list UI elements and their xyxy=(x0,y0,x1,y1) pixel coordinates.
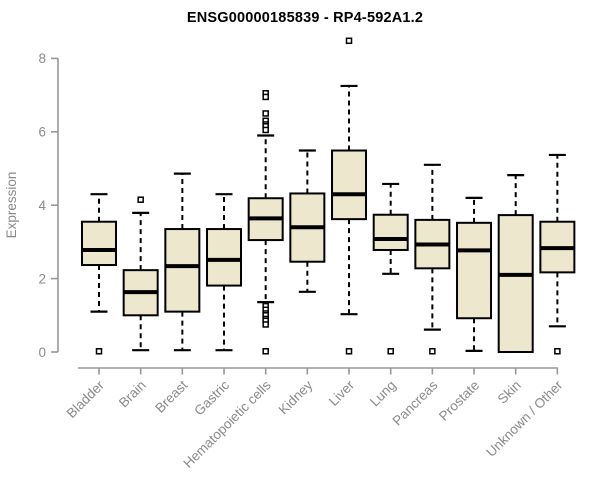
outlier-point xyxy=(345,37,353,45)
iqr-box xyxy=(372,213,409,251)
outlier-point xyxy=(345,348,353,355)
iqr-box xyxy=(206,228,243,287)
outlier-point xyxy=(554,348,561,355)
x-tick-label-pancreas: Pancreas xyxy=(390,377,441,428)
y-axis-label: Expression xyxy=(4,172,19,239)
outlier-point xyxy=(429,348,436,355)
outlier-point xyxy=(262,110,269,117)
x-tick-label-unknown-other: Unknown / Other xyxy=(483,377,566,460)
x-tick-label-skin: Skin xyxy=(495,378,524,407)
iqr-box xyxy=(456,221,493,320)
box-kidney xyxy=(289,149,326,293)
box-prostate xyxy=(456,196,493,352)
box-breast xyxy=(164,172,201,352)
x-tick-label-lung: Lung xyxy=(367,378,399,410)
box-lung xyxy=(372,182,409,355)
outlier-point xyxy=(262,126,269,134)
y-tick-label: 8 xyxy=(38,51,46,66)
box-bladder xyxy=(81,193,117,355)
x-tick-label-kidney: Kidney xyxy=(276,377,316,417)
iqr-box xyxy=(164,228,201,313)
box-gastric xyxy=(206,193,243,352)
iqr-box xyxy=(497,214,534,353)
outlier-point xyxy=(137,196,144,203)
iqr-box xyxy=(81,220,117,267)
box-pancreas xyxy=(414,163,451,355)
box-unknown-other xyxy=(539,153,576,355)
outlier-point xyxy=(262,93,269,101)
iqr-box xyxy=(331,149,368,221)
outlier-point xyxy=(387,348,394,355)
x-tick-label-gastric: Gastric xyxy=(191,377,232,418)
x-tick-label-bladder: Bladder xyxy=(64,377,108,421)
box-skin xyxy=(497,174,534,353)
y-axis: 0 2 4 6 8 Expression xyxy=(4,51,59,360)
y-tick-label: 4 xyxy=(38,198,46,213)
x-tick-label-liver: Liver xyxy=(326,377,358,409)
box-hematopoietic-cells xyxy=(247,90,284,355)
box-liver xyxy=(331,37,368,355)
chart-title: ENSG00000185839 - RP4-592A1.2 xyxy=(186,10,424,26)
box-brain xyxy=(122,196,159,352)
x-tick-label-brain: Brain xyxy=(116,378,149,411)
y-tick-label: 0 xyxy=(38,345,46,360)
outlier-point xyxy=(262,348,269,355)
y-tick-label: 2 xyxy=(38,271,46,286)
x-tick-label-breast: Breast xyxy=(152,377,190,415)
outlier-point xyxy=(262,321,269,328)
y-tick-label: 6 xyxy=(38,125,46,140)
x-tick-label-prostate: Prostate xyxy=(436,378,482,424)
outlier-point xyxy=(95,348,103,355)
